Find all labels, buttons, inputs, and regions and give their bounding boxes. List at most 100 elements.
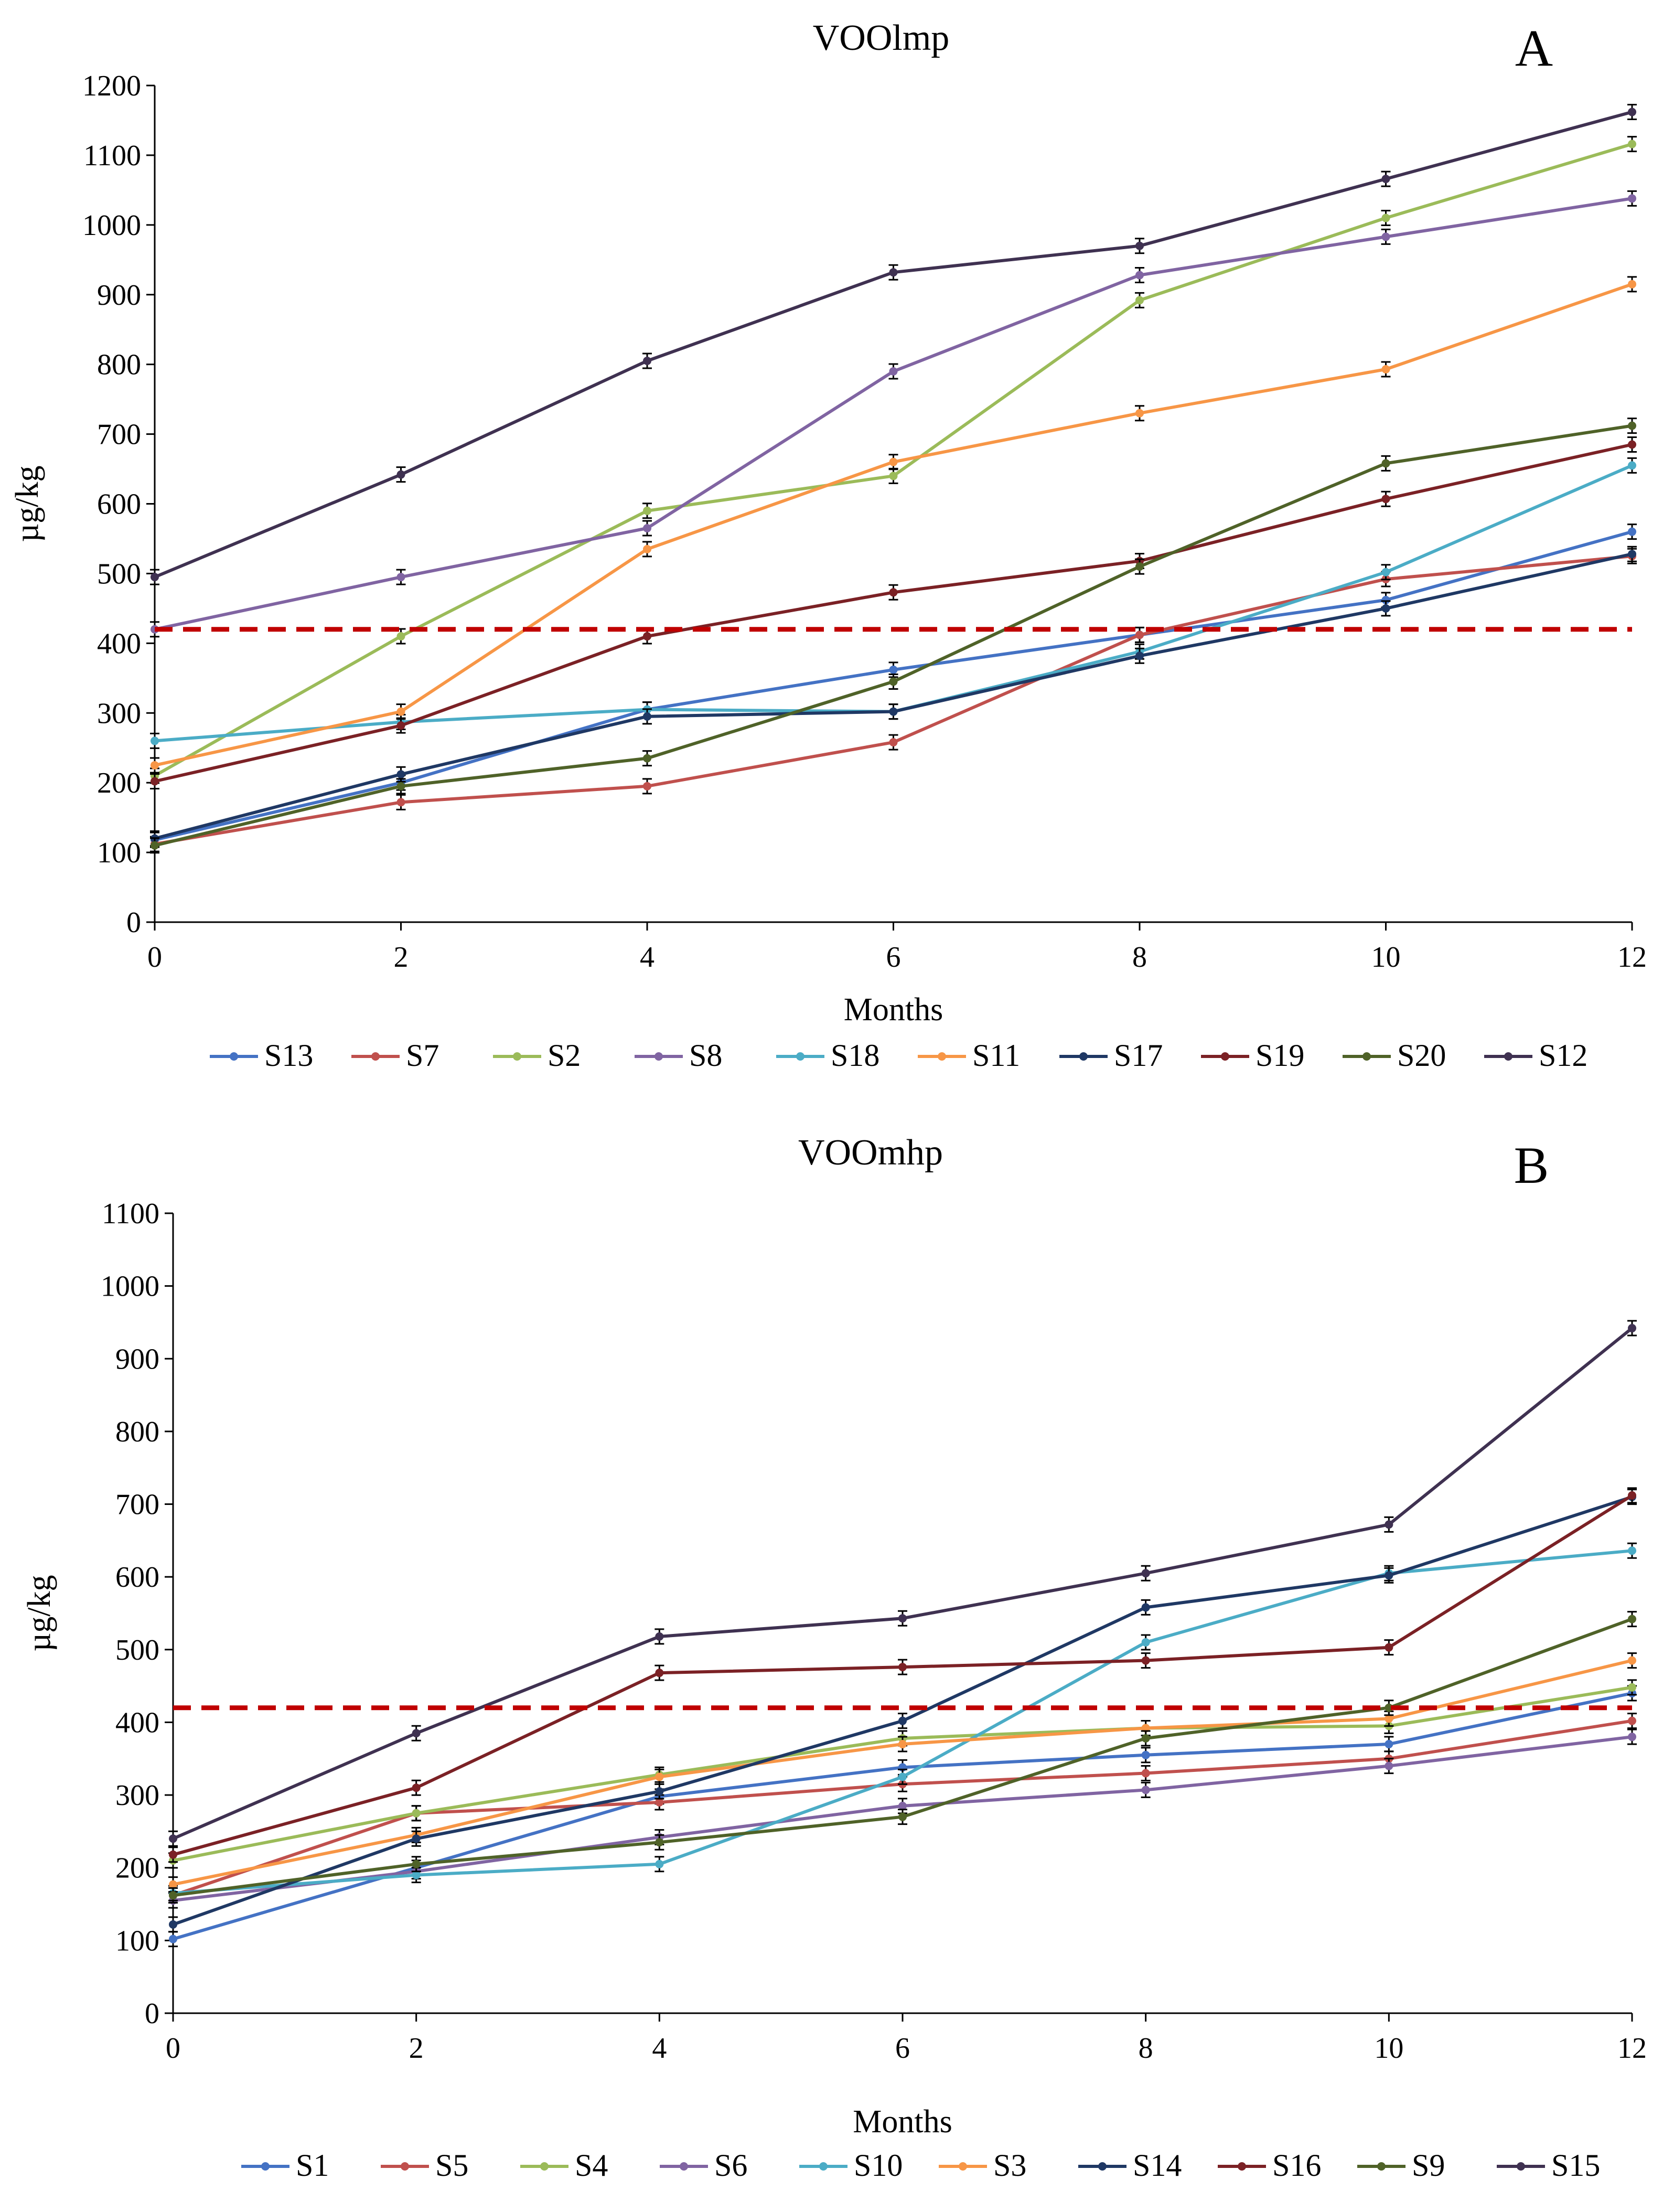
legend-marker (1098, 2162, 1107, 2171)
data-point-S15 (1628, 1324, 1636, 1333)
data-point-S12 (396, 470, 405, 479)
y-tick-label: 400 (115, 1706, 159, 1739)
data-point-S15 (169, 1834, 177, 1843)
x-tick-label: 0 (147, 941, 162, 974)
data-point-S10 (898, 1772, 907, 1781)
data-point-S4 (1628, 1683, 1636, 1692)
legend-marker (1362, 1052, 1371, 1061)
data-point-S2 (643, 506, 651, 515)
data-point-S14 (898, 1716, 907, 1725)
legend-label: S8 (689, 1038, 722, 1073)
data-point-S13 (1381, 595, 1390, 604)
data-point-S18 (151, 736, 159, 745)
y-tick-label: 1000 (101, 1270, 159, 1303)
legend-label: S14 (1133, 2148, 1182, 2183)
data-point-S9 (1141, 1734, 1150, 1743)
y-tick-label: 100 (115, 1925, 159, 1957)
x-tick-label: 10 (1374, 2032, 1403, 2065)
legend-label: S5 (435, 2148, 468, 2183)
data-point-S2 (1381, 213, 1390, 222)
data-point-S15 (412, 1729, 421, 1738)
data-point-S7 (889, 738, 898, 747)
data-point-S20 (396, 782, 405, 790)
legend-marker (1377, 2162, 1386, 2171)
series-lines (150, 104, 1637, 854)
data-point-S5 (1628, 1716, 1636, 1725)
legend-marker (1517, 2162, 1525, 2171)
x-tick-label: 8 (1132, 941, 1147, 974)
data-point-S12 (1381, 175, 1390, 184)
panel-label: B (1514, 1136, 1549, 1194)
y-tick-label: 400 (97, 627, 141, 660)
data-point-S18 (1628, 461, 1636, 470)
data-point-S20 (1135, 562, 1144, 571)
legend-marker (819, 2162, 828, 2171)
data-point-S17 (396, 770, 405, 779)
legend-marker (1238, 2162, 1246, 2171)
legend-label: S20 (1397, 1038, 1446, 1073)
y-tick-label: 200 (97, 767, 141, 799)
data-point-S3 (1385, 1714, 1393, 1723)
data-point-S10 (412, 1871, 421, 1879)
data-point-S19 (1381, 495, 1390, 504)
data-point-S7 (396, 798, 405, 807)
data-point-S19 (889, 588, 898, 597)
data-point-S11 (1135, 409, 1144, 418)
y-tick-label: 1100 (102, 1198, 159, 1230)
data-point-S19 (151, 777, 159, 786)
legend-label: S6 (714, 2148, 747, 2183)
data-point-S14 (1141, 1603, 1150, 1612)
legend-label: S4 (575, 2148, 608, 2183)
legend-marker (680, 2162, 688, 2171)
data-point-S12 (1135, 241, 1144, 250)
y-tick-label: 600 (115, 1561, 159, 1594)
data-point-S14 (412, 1834, 421, 1843)
data-point-S2 (396, 632, 405, 641)
data-point-S9 (412, 1860, 421, 1868)
data-point-S17 (1628, 550, 1636, 559)
data-point-S19 (1628, 440, 1636, 449)
data-point-S11 (643, 544, 651, 553)
data-point-S12 (889, 268, 898, 277)
data-point-S11 (151, 761, 159, 770)
data-point-S17 (1381, 604, 1390, 613)
data-point-S8 (1628, 194, 1636, 203)
x-tick-label: 12 (1617, 2032, 1647, 2065)
data-point-S3 (655, 1772, 664, 1781)
data-point-S8 (1381, 232, 1390, 241)
legend-marker (513, 1052, 521, 1061)
data-point-S7 (1135, 631, 1144, 639)
legend-label: S16 (1272, 2148, 1321, 2183)
data-point-S12 (643, 357, 651, 366)
data-point-S16 (898, 1663, 907, 1672)
legend-label: S12 (1539, 1038, 1587, 1073)
y-tick-label: 900 (97, 279, 141, 312)
data-point-S2 (889, 472, 898, 480)
data-point-S8 (889, 367, 898, 376)
y-tick-label: 800 (97, 349, 141, 381)
legend-marker (230, 1052, 238, 1061)
y-tick-label: 700 (97, 419, 141, 451)
data-point-S19 (643, 632, 651, 641)
x-axis-title: Months (844, 992, 943, 1028)
data-point-S16 (412, 1783, 421, 1792)
chart-title: VOOlmp (813, 18, 950, 58)
x-tick-label: 4 (640, 941, 655, 974)
x-tick-label: 12 (1617, 941, 1647, 974)
data-point-S8 (643, 524, 651, 533)
data-point-S1 (1385, 1740, 1393, 1749)
data-point-S9 (169, 1891, 177, 1900)
y-tick-label: 800 (115, 1416, 159, 1448)
data-point-S14 (655, 1787, 664, 1796)
legend-marker (1079, 1052, 1088, 1061)
data-point-S6 (1385, 1761, 1393, 1770)
data-point-S4 (412, 1809, 421, 1818)
data-point-S2 (1135, 296, 1144, 305)
chart-panel-a: VOOlmp A µg/kg Months 010020030040050060… (9, 18, 1647, 1073)
data-point-S10 (655, 1860, 664, 1868)
data-point-S11 (1381, 365, 1390, 373)
legend-marker (540, 2162, 549, 2171)
panel-label: A (1515, 19, 1553, 77)
legend-marker (655, 1052, 663, 1061)
